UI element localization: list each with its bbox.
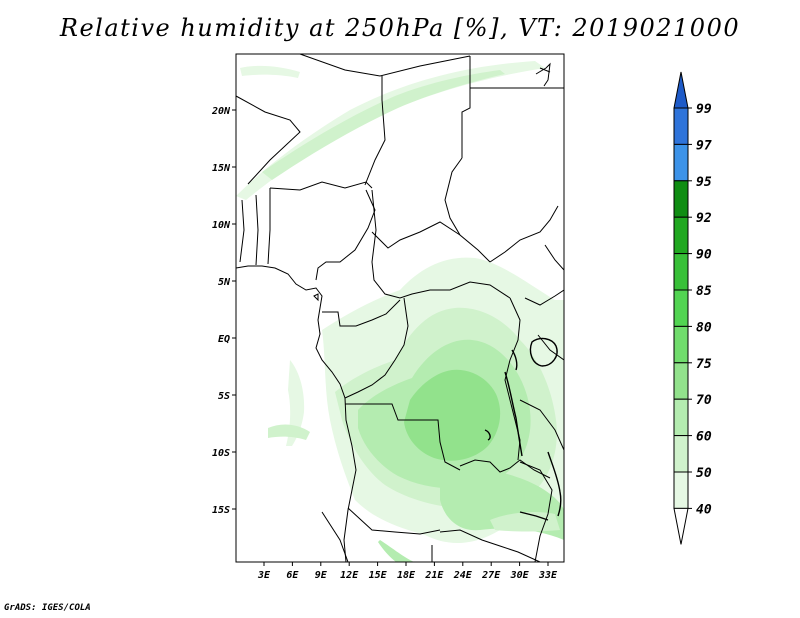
border-mozambique: [519, 461, 553, 562]
lake-kivu: [511, 349, 518, 371]
lat-tick-label: 15N: [212, 163, 231, 174]
border-zambia: [459, 459, 551, 479]
colorbar-segment: [673, 253, 689, 291]
lat-tick-label: 5S: [218, 391, 230, 402]
humidity-band-north-small: [240, 65, 300, 78]
map-frame: [235, 53, 565, 563]
lon-tick-label: 15E: [369, 570, 388, 581]
border-tanzania: [519, 399, 564, 451]
border-chad-car: [371, 221, 461, 249]
border-uganda-kenya: [524, 289, 564, 306]
border-nigeria-west: [267, 188, 271, 265]
country-borders: [236, 54, 564, 562]
lon-tick-label: 24E: [453, 570, 473, 581]
colorbar-label: 97: [696, 138, 712, 153]
colorbar-segment: [673, 216, 689, 255]
lakes: [484, 337, 562, 521]
humidity-region-congo-75: [404, 369, 501, 461]
border-egypt: [461, 56, 471, 158]
border-eritrea: [539, 67, 551, 73]
colorbar-over-triangle: [673, 71, 689, 109]
coast-gulf-of-guinea: [236, 265, 357, 562]
border-niger-south: [269, 181, 373, 191]
border-drc-west: [344, 297, 409, 399]
chart-title: Relative humidity at 250hPa [%], VT: 201…: [59, 14, 741, 42]
colorbar-segment: [673, 471, 689, 509]
colorbar-label: 60: [696, 430, 712, 445]
colorbar-segment: [673, 180, 689, 218]
colorbar-segment: [673, 362, 689, 400]
colorbar-label: 95: [696, 175, 712, 190]
border-ghana: [239, 199, 245, 263]
colorbar-label: 99: [696, 102, 712, 117]
humidity-patch-south: [378, 540, 414, 562]
colorbar-segment: [673, 107, 689, 145]
longitude-axis: 3E 6E 9E 12E 15E 18E 21E 24E 27E 30E 33E: [257, 562, 558, 581]
lat-tick-label: 5N: [218, 277, 231, 288]
colorbar-label: 80: [696, 320, 712, 335]
border-benin-togo: [255, 194, 259, 266]
footer-credit: GrADS: IGES/COLA: [4, 603, 91, 613]
coast-red-sea: [535, 62, 551, 87]
lake-malawi: [547, 451, 562, 517]
humidity-band-north-core: [262, 70, 505, 180]
humidity-strip-west: [286, 360, 305, 446]
lon-tick-label: 12E: [340, 570, 359, 581]
colorbar-segment: [673, 398, 689, 437]
colorbar-label: 85: [696, 284, 712, 299]
border-zambia-zim: [439, 529, 541, 562]
lat-tick-label: 15S: [212, 505, 230, 516]
border-sudan-chad: [444, 157, 491, 263]
colorbar-segment: [673, 289, 689, 327]
lat-tick-label: 10N: [212, 220, 231, 231]
border-car-south: [371, 261, 511, 299]
humidity-patch-sw: [268, 424, 310, 440]
lon-tick-label: 30E: [510, 570, 530, 581]
border-angola-south: [347, 507, 441, 535]
lat-tick-label: EQ: [218, 334, 230, 345]
lon-tick-label: 6E: [286, 570, 299, 581]
border-angola-drc: [345, 403, 461, 471]
lake-kariba: [519, 511, 549, 521]
colorbar-label: 92: [696, 211, 712, 226]
border-nigeria-cameroon: [315, 189, 376, 281]
colorbar-segment: [673, 143, 689, 182]
border-gabon-congo: [322, 299, 401, 327]
lake-victoria: [529, 337, 558, 367]
colorbar: 99 97 95 92 90 85 80 75 70 60 50 40: [673, 71, 712, 545]
colorbar-label: 90: [696, 248, 712, 263]
colorbar-segment: [673, 435, 689, 473]
lon-tick-label: 9E: [315, 570, 328, 581]
humidity-shading: [236, 61, 564, 562]
colorbar-under-triangle: [673, 507, 689, 545]
colorbar-label: 40: [696, 502, 712, 517]
border-ethiopia: [544, 244, 564, 271]
humidity-patch-southeast: [490, 512, 560, 532]
border-cameroon-car: [371, 189, 377, 263]
border-kenya-south: [537, 334, 564, 361]
coast-island-bioko: [313, 293, 319, 302]
lake-mweru: [484, 429, 491, 441]
border-libya-chad: [364, 76, 386, 186]
lake-tanganyika: [504, 371, 523, 457]
border-sahara-west: [236, 95, 301, 185]
lon-tick-label: 27E: [481, 570, 501, 581]
lat-tick-label: 20N: [211, 106, 231, 117]
colorbar-segment: [673, 325, 689, 364]
lon-tick-label: 3E: [257, 570, 271, 581]
colorbar-label: 75: [696, 357, 712, 372]
lat-tick-label: 10S: [212, 448, 230, 459]
coastlines: [236, 62, 551, 562]
humidity-band-north: [236, 61, 545, 200]
lon-tick-label: 18E: [397, 570, 416, 581]
lon-tick-label: 21E: [424, 570, 444, 581]
colorbar-label: 70: [696, 393, 712, 408]
lon-tick-label: 33E: [538, 570, 558, 581]
colorbar-label: 50: [696, 466, 712, 481]
border-algeria-libya: [299, 54, 471, 77]
latitude-axis: 20N 15N 10N 5N EQ 5S 10S 15S: [211, 106, 236, 516]
border-sudan-east: [489, 205, 559, 263]
